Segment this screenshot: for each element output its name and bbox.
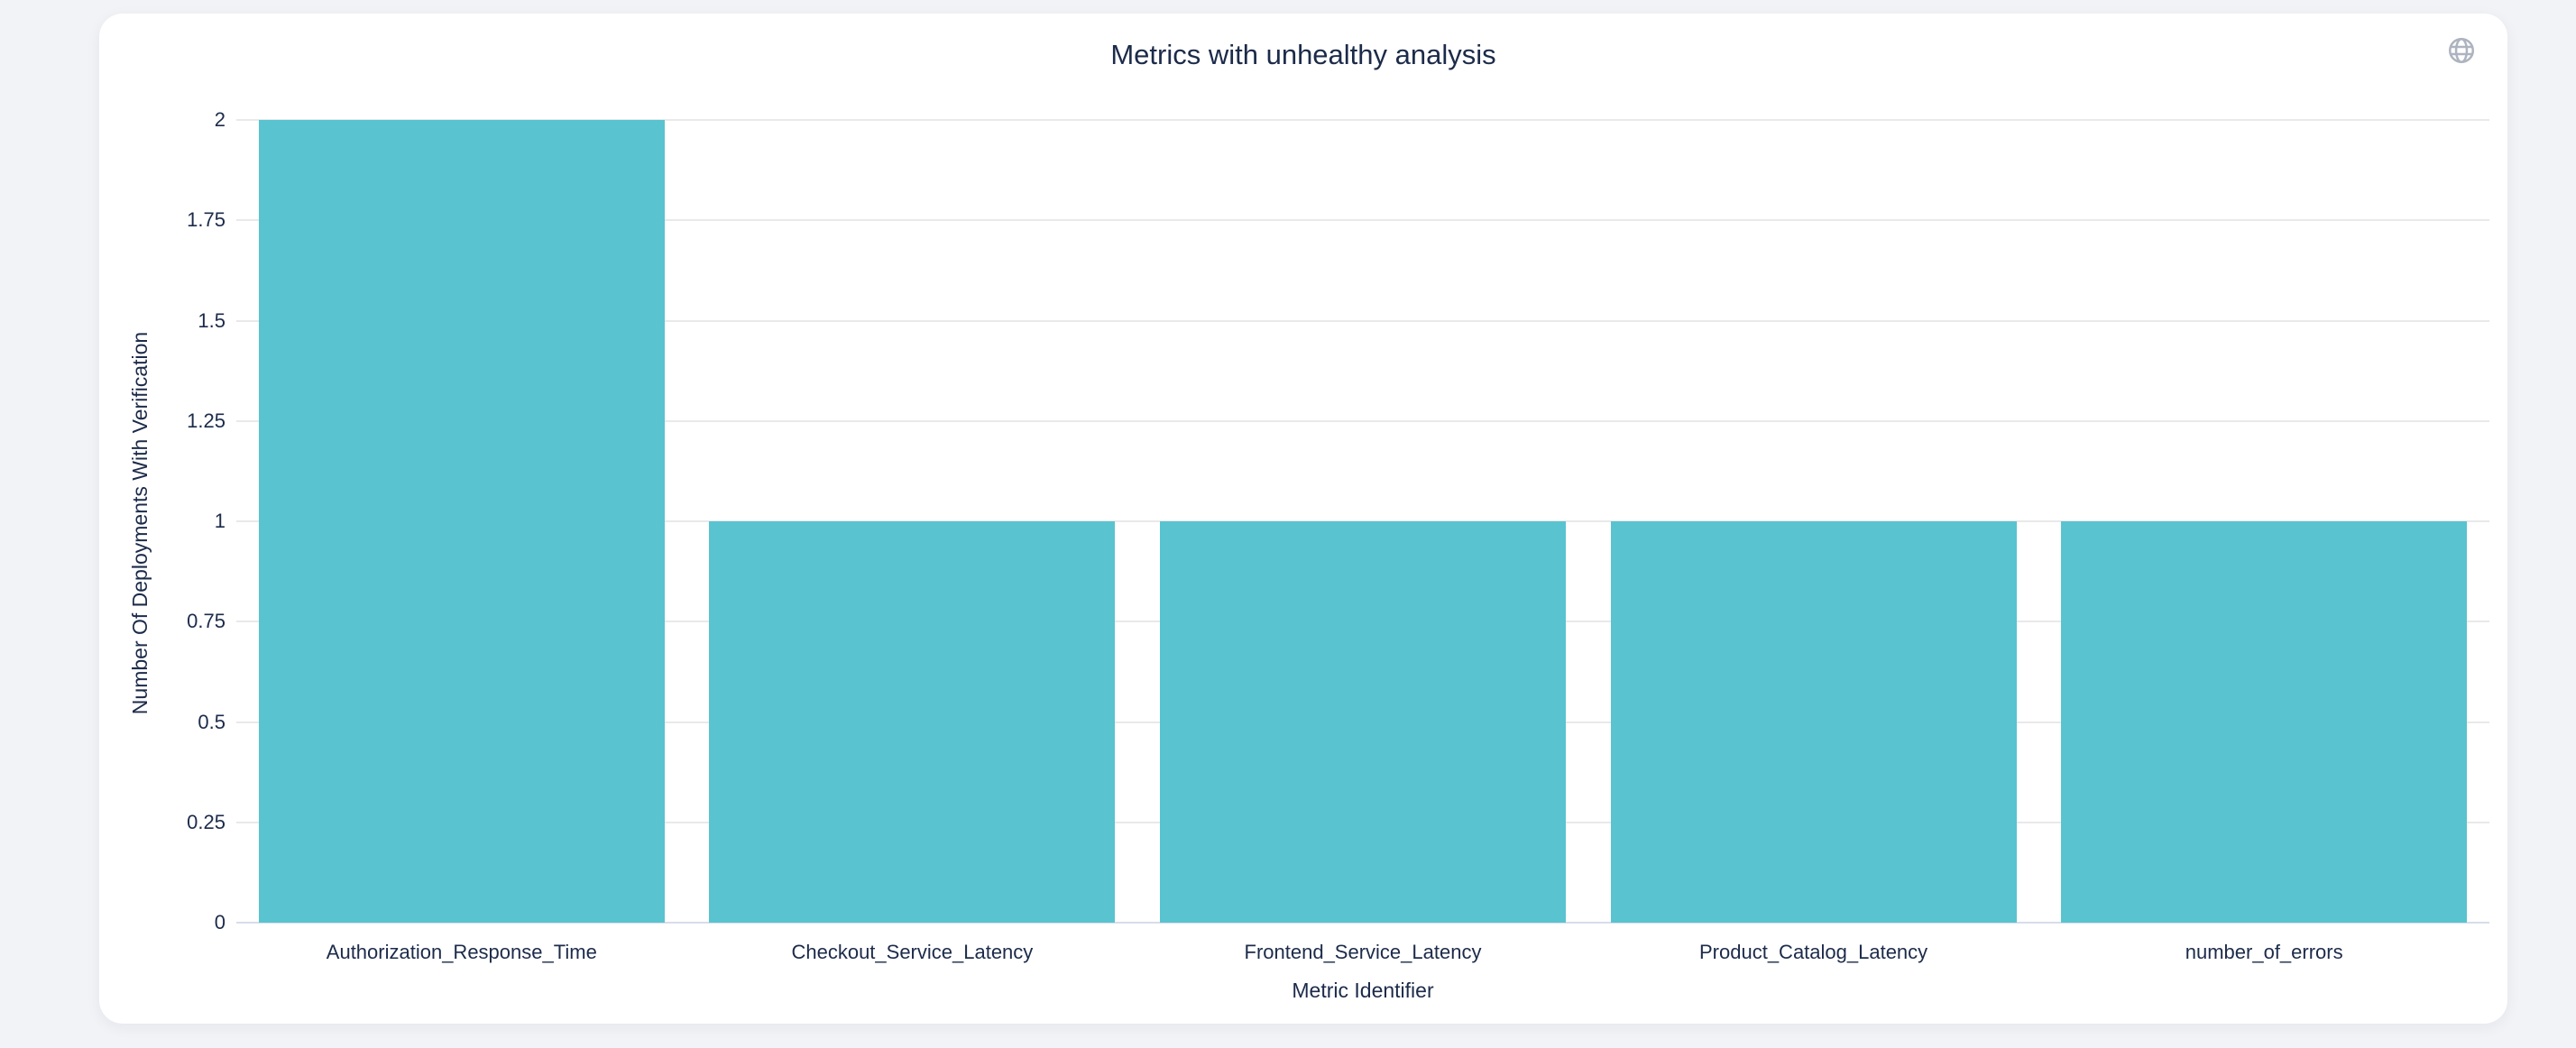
x-tick-label: Product_Catalog_Latency: [1699, 941, 1928, 963]
chart-title: Metrics with unhealthy analysis: [1110, 39, 1496, 70]
x-tick-label: Authorization_Response_Time: [326, 941, 597, 963]
gridline: [236, 419, 2489, 422]
y-tick-label: 1.5: [198, 308, 225, 332]
y-tick-label: 2: [214, 108, 225, 131]
x-tick-label: Checkout_Service_Latency: [791, 941, 1034, 963]
y-tick-label: 1: [214, 510, 225, 532]
bar-number_of_errors[interactable]: [2061, 521, 2468, 923]
y-tick-label: 0.5: [198, 710, 225, 733]
x-tick-label: Frontend_Service_Latency: [1244, 941, 1482, 963]
y-tick-label: 0: [214, 911, 225, 933]
bar-Frontend_Service_Latency[interactable]: [1160, 521, 1566, 923]
globe-icon-button[interactable]: [2446, 35, 2477, 66]
plot-area: [236, 119, 2489, 924]
globe-icon: [2448, 37, 2475, 64]
x-axis-line: [236, 922, 2489, 924]
y-tick-label: 0.25: [187, 810, 225, 833]
bar-Checkout_Service_Latency[interactable]: [709, 521, 1116, 923]
bar-Authorization_Response_Time[interactable]: [258, 120, 665, 923]
x-axis-title: Metric Identifier: [1292, 979, 1434, 1002]
x-tick-label: number_of_errors: [2185, 941, 2343, 963]
chart-card: Metrics with unhealthy analysis Number O…: [99, 14, 2507, 1024]
bar-Product_Catalog_Latency[interactable]: [1610, 521, 2017, 923]
y-tick-label: 1.25: [187, 409, 225, 432]
gridline: [236, 119, 2489, 121]
gridline: [236, 219, 2489, 222]
gridline: [236, 319, 2489, 322]
y-tick-label: 1.75: [187, 208, 225, 232]
y-tick-label: 0.75: [187, 610, 225, 633]
